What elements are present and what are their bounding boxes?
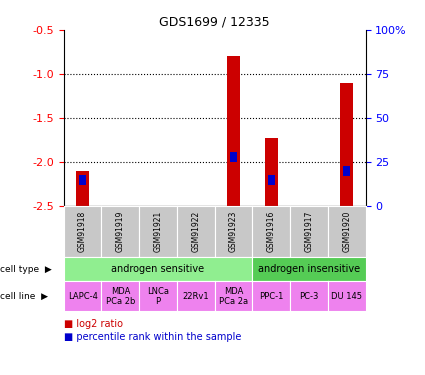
Text: GSM91922: GSM91922 (191, 210, 200, 252)
Text: PC-3: PC-3 (299, 292, 319, 301)
Text: GSM91921: GSM91921 (153, 210, 162, 252)
Text: ■ log2 ratio: ■ log2 ratio (64, 320, 123, 329)
Text: GSM91923: GSM91923 (229, 210, 238, 252)
Bar (268, 174, 275, 185)
Text: 22Rv1: 22Rv1 (182, 292, 209, 301)
Bar (227, 57, 240, 206)
Text: GSM91920: GSM91920 (342, 210, 351, 252)
Bar (265, 138, 278, 206)
Text: cell type  ▶: cell type ▶ (0, 265, 52, 274)
Text: androgen sensitive: androgen sensitive (111, 264, 204, 274)
Bar (340, 83, 353, 206)
Bar (79, 174, 86, 185)
Text: GSM91916: GSM91916 (267, 210, 276, 252)
Text: cell line  ▶: cell line ▶ (0, 292, 48, 301)
Bar (76, 171, 89, 206)
Bar (343, 166, 350, 176)
Text: androgen insensitive: androgen insensitive (258, 264, 360, 274)
Text: GSM91917: GSM91917 (304, 210, 313, 252)
Title: GDS1699 / 12335: GDS1699 / 12335 (159, 16, 270, 29)
Text: PPC-1: PPC-1 (259, 292, 283, 301)
Text: LAPC-4: LAPC-4 (68, 292, 98, 301)
Text: ■ percentile rank within the sample: ■ percentile rank within the sample (64, 333, 241, 342)
Text: GSM91919: GSM91919 (116, 210, 125, 252)
Text: MDA
PCa 2a: MDA PCa 2a (219, 286, 248, 306)
Text: LNCa
P: LNCa P (147, 286, 169, 306)
Text: DU 145: DU 145 (331, 292, 362, 301)
Text: GSM91918: GSM91918 (78, 210, 87, 252)
Text: MDA
PCa 2b: MDA PCa 2b (106, 286, 135, 306)
Bar (230, 152, 237, 162)
